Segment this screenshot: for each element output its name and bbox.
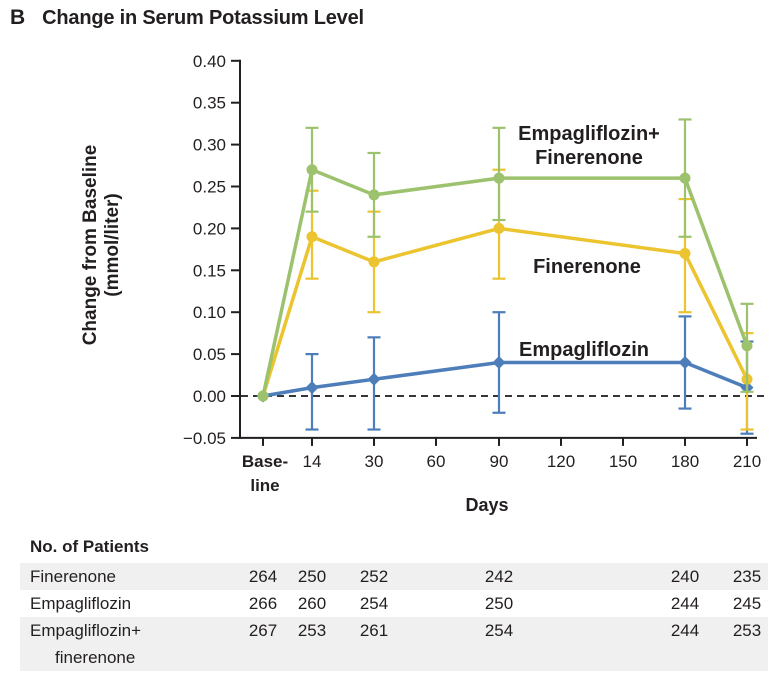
data-point-empagliflozin-finerenone (741, 340, 753, 352)
data-point-empagliflozin-finerenone (493, 172, 505, 184)
patients-row-label: Empagliflozin+ finerenone (30, 621, 142, 667)
patients-count: 267 (248, 621, 278, 640)
panel-title: B Change in Serum Potassium Level (10, 6, 364, 30)
y-tick-label: 0.40 (193, 52, 226, 71)
data-point-finerenone (493, 222, 505, 234)
data-point-empagliflozin (678, 355, 692, 369)
patients-count: 264 (248, 567, 278, 586)
patients-count: 253 (732, 621, 762, 640)
patients-count: 244 (670, 621, 700, 640)
data-point-empagliflozin-finerenone (368, 189, 380, 201)
y-tick-label: 0.00 (193, 387, 226, 406)
patients-row-empagliflozin-: Empagliflozin+ finerenone 267 253 261 254 244 2… (20, 617, 768, 671)
patients-count: 244 (670, 594, 700, 613)
patients-count: 254 (484, 621, 514, 640)
x-tick-label: 120 (547, 452, 575, 471)
patients-count: 245 (732, 594, 762, 613)
y-tick-label: 0.20 (193, 219, 226, 238)
y-tick-label: 0.15 (193, 261, 226, 280)
x-tick-label: 180 (671, 452, 699, 471)
x-tick-label: 150 (609, 452, 637, 471)
patients-count: 240 (670, 567, 700, 586)
x-tick-label: line (250, 476, 279, 495)
series-line-finerenone (261, 226, 749, 398)
patients-count: 260 (297, 594, 327, 613)
series-label-finerenone: Finerenone (533, 256, 641, 278)
patients-table-header: No. of Patients (30, 537, 150, 556)
data-point-empagliflozin-finerenone (257, 390, 269, 402)
patients-table: No. of Patients Finerenone 264 250 252 242 24… (0, 537, 780, 671)
x-tick-label: Base- (242, 452, 288, 471)
series-label-empagliflozin-finerenone: Finerenone (535, 147, 643, 169)
y-tick-label: 0.35 (193, 94, 226, 113)
series-label-empagliflozin: Empagliflozin (519, 339, 649, 361)
data-point-empagliflozin (492, 355, 506, 369)
y-axis-title: Change from Baseline (80, 145, 101, 346)
patients-row-finerenone: Finerenone 264 250 252 242 240 235 (20, 563, 768, 590)
x-tick-label: 30 (365, 452, 384, 471)
y-tick-label: 0.05 (193, 345, 226, 364)
patients-count: 266 (248, 594, 278, 613)
patients-row-label: Empagliflozin (30, 594, 132, 613)
patients-count: 250 (484, 594, 514, 613)
data-point-empagliflozin (305, 381, 319, 395)
data-point-finerenone (368, 256, 380, 268)
x-tick-label: 210 (733, 452, 761, 471)
patients-count: 254 (359, 594, 389, 613)
y-tick-label: 0.30 (193, 136, 226, 155)
patients-table-rows: Finerenone 264 250 252 242 240 235 Empagliflozi… (0, 563, 780, 671)
patients-count: 252 (359, 567, 389, 586)
data-point-finerenone (679, 248, 691, 260)
serum-potassium-chart: 0.40 0.35 0.30 0.25 0.20 0.15 0.10 0.05 0.00 −0.0… (80, 52, 766, 515)
patients-count: 253 (297, 621, 327, 640)
data-point-empagliflozin-finerenone (679, 172, 691, 184)
series-line-empagliflozin-finerenone (261, 167, 749, 398)
panel-title-text: Change in Serum Potassium Level (42, 7, 364, 29)
panel-letter: B (10, 6, 26, 29)
x-tick-label: 90 (490, 452, 509, 471)
y-tick-label: 0.25 (193, 178, 226, 197)
x-axis-title: Days (465, 495, 508, 515)
x-tick-label: 60 (427, 452, 446, 471)
y-tick-label: 0.10 (193, 303, 226, 322)
series-finerenone: Finerenone (257, 168, 754, 431)
data-point-empagliflozin (367, 372, 381, 386)
data-point-empagliflozin-finerenone (306, 164, 318, 176)
patients-count: 235 (732, 567, 762, 586)
patients-count: 261 (359, 621, 389, 640)
series-label-empagliflozin-finerenone: Empagliflozin+ (518, 123, 660, 145)
patients-count: 242 (484, 567, 514, 586)
series-empagliflozin: Empagliflozin (256, 311, 754, 435)
data-point-finerenone (306, 231, 318, 243)
y-tick-label: −0.05 (183, 429, 226, 448)
series-empagliflozin-finerenone: Empagliflozin+Finerenone (257, 118, 754, 402)
series-line-empagliflozin (261, 360, 749, 398)
patients-row-label: Finerenone (30, 567, 117, 586)
y-axis-title: (mmol/liter) (102, 193, 123, 296)
patients-row-empagliflozin: Empagliflozin 266 260 254 250 244 245 (20, 590, 768, 617)
x-tick-label: 14 (303, 452, 322, 471)
patients-count: 250 (297, 567, 327, 586)
